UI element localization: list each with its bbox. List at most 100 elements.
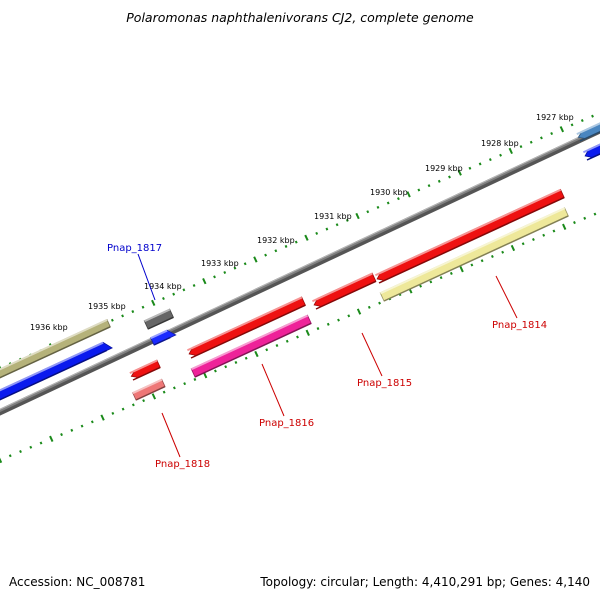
tick-mark — [29, 445, 33, 449]
blue-long-feature[interactable] — [0, 341, 113, 402]
tick-mark — [80, 424, 84, 428]
tick-mark — [367, 305, 371, 309]
tick-mark — [304, 234, 309, 241]
tick-mark — [347, 314, 351, 318]
kbp-label: 1929 kbp — [425, 164, 463, 173]
tick-mark — [172, 292, 176, 296]
tick-mark — [182, 288, 186, 292]
red-feature-1815[interactable] — [311, 272, 377, 310]
tick-mark — [315, 231, 319, 235]
gene-label[interactable]: Pnap_1817 — [107, 243, 162, 254]
tick-mark — [305, 329, 310, 336]
tick-mark — [202, 278, 207, 285]
tick-mark — [193, 377, 197, 381]
tick-mark — [172, 386, 176, 390]
tick-mark — [366, 210, 370, 214]
tick-mark — [427, 184, 431, 188]
tick-mark — [356, 308, 362, 315]
tick-mark — [60, 433, 63, 437]
tick-mark — [337, 318, 340, 322]
gene-leader-line — [495, 275, 518, 319]
tick-mark — [151, 393, 157, 400]
map-title: Polaromonas naphthalenivorans CJ2, compl… — [126, 10, 474, 25]
accession-label: Accession: NC_008781 — [9, 575, 146, 589]
tick-mark — [499, 153, 502, 157]
tick-mark — [234, 360, 238, 364]
tick-mark — [406, 191, 411, 198]
gene-labels: Pnap_1817 Pnap_1814 Pnap_1815 Pnap_1816 Pnap… — [107, 243, 547, 470]
olive-feature[interactable] — [0, 318, 111, 380]
tick-mark — [470, 263, 474, 267]
tick-mark — [214, 369, 217, 373]
tick-mark — [540, 136, 543, 140]
tick-mark — [448, 175, 451, 179]
tick-mark — [131, 403, 135, 407]
tick-mark — [459, 266, 464, 273]
tick-mark — [275, 344, 279, 348]
kbp-label: 1932 kbp — [257, 236, 295, 245]
steelblue-feature[interactable] — [576, 121, 600, 142]
tick-mark — [70, 428, 74, 432]
pink-small-feature[interactable] — [132, 378, 166, 401]
tick-mark — [19, 450, 22, 454]
tick-mark — [121, 407, 125, 411]
tick-mark — [110, 318, 114, 322]
tick-mark — [285, 339, 289, 343]
gene-label[interactable]: Pnap_1815 — [357, 378, 412, 389]
tick-mark — [437, 179, 441, 183]
gene-label[interactable]: Pnap_1818 — [155, 459, 210, 470]
tick-mark — [386, 201, 390, 205]
tick-mark — [480, 259, 484, 263]
tick-mark — [583, 216, 587, 220]
tick-mark — [0, 457, 3, 464]
tick-mark — [223, 270, 227, 274]
gene-leader-line — [161, 412, 181, 458]
red-feature-1814[interactable] — [374, 188, 565, 284]
kbp-labels: 1927 kbp 1928 kbp 1929 kbp 1930 kbp 1931 kbp… — [30, 113, 574, 332]
tick-mark — [562, 223, 567, 230]
tick-mark — [488, 158, 492, 162]
kbp-label: 1931 kbp — [314, 212, 352, 221]
tick-mark — [429, 280, 433, 284]
gene-label[interactable]: Pnap_1816 — [259, 418, 314, 429]
tick-mark — [508, 147, 513, 155]
tick-mark — [183, 382, 187, 386]
yellow-feature[interactable] — [379, 207, 569, 302]
tick-mark — [532, 238, 535, 242]
tick-mark — [254, 350, 259, 358]
tick-mark — [294, 240, 298, 244]
tick-mark — [457, 169, 462, 176]
tick-mark — [397, 197, 400, 201]
tick-mark — [264, 253, 268, 257]
tick-mark — [8, 454, 12, 458]
tick-mark — [151, 299, 156, 307]
blue-edge-feature[interactable] — [582, 143, 600, 161]
tick-mark — [244, 356, 248, 360]
gene-leader-line — [361, 332, 383, 377]
magenta-feature[interactable] — [190, 314, 312, 378]
tick-mark — [224, 365, 228, 369]
blue-small-feature[interactable] — [150, 329, 177, 346]
tick-mark — [419, 284, 422, 288]
tick-mark — [131, 310, 135, 314]
red-feature-1816[interactable] — [186, 296, 306, 359]
tick-mark — [296, 335, 299, 339]
tick-mark — [478, 162, 482, 166]
red-small-feature[interactable] — [129, 359, 161, 381]
tick-mark — [570, 123, 574, 127]
tick-mark — [552, 229, 556, 233]
kbp-label: 1933 kbp — [201, 259, 239, 268]
tick-mark — [243, 262, 247, 266]
kbp-label: 1934 kbp — [144, 282, 182, 291]
tick-mark — [274, 249, 278, 253]
gray-feature[interactable] — [143, 308, 174, 330]
tick-mark — [233, 266, 237, 270]
tick-mark — [542, 233, 546, 237]
tick-mark — [355, 212, 360, 220]
tick-mark — [326, 322, 330, 326]
tick-mark — [529, 140, 533, 144]
gene-label[interactable]: Pnap_1814 — [492, 320, 547, 331]
tick-mark — [449, 271, 453, 275]
tick-mark — [521, 242, 525, 246]
